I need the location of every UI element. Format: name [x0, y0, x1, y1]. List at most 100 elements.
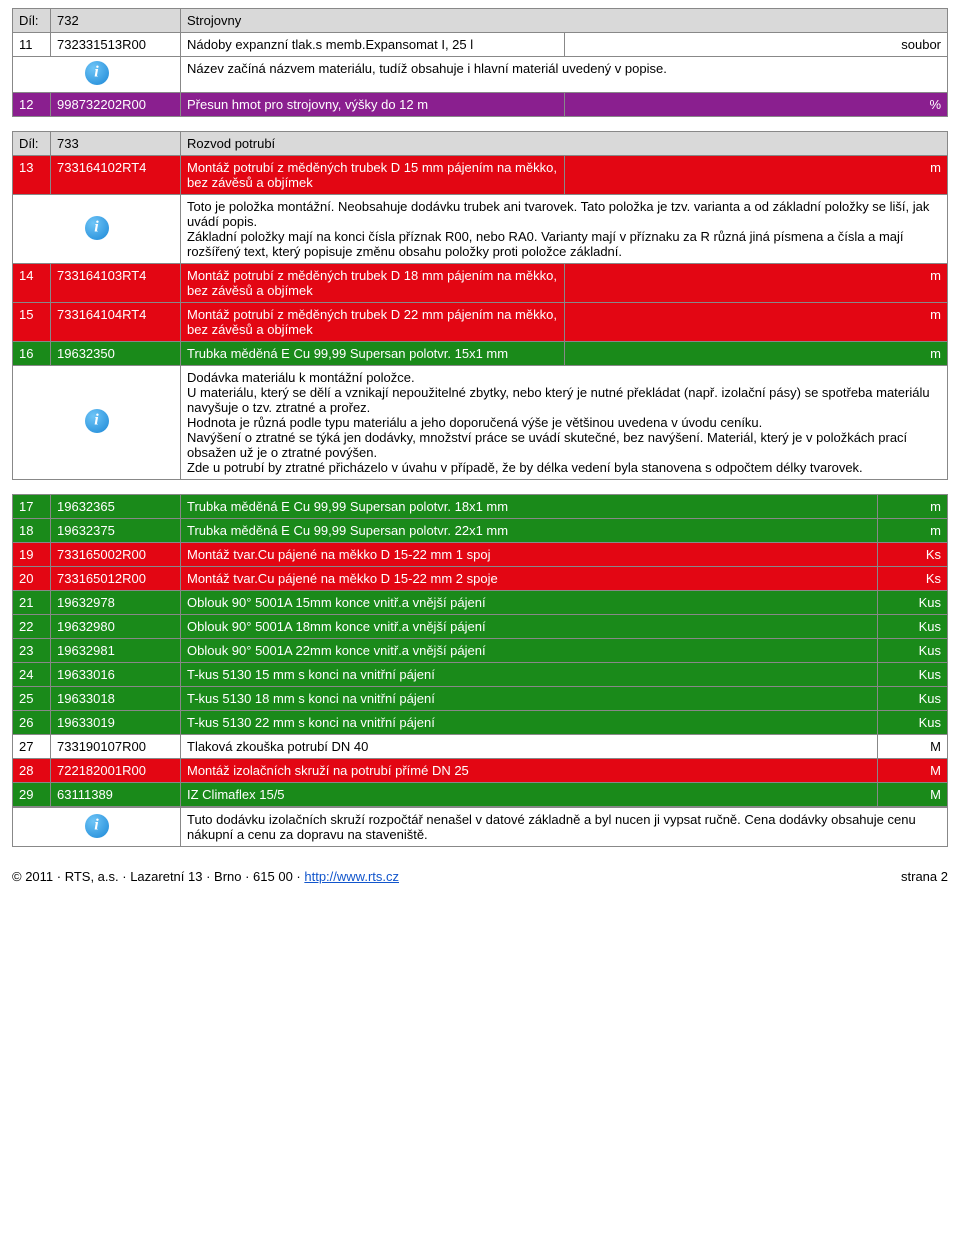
row-code: 733164104RT4	[51, 303, 181, 342]
row-desc: Montáž tvar.Cu pájené na měkko D 15-22 m…	[181, 567, 878, 591]
row-unit: Ks	[878, 567, 948, 591]
row-unit: m	[564, 303, 948, 342]
row-unit: %	[564, 93, 948, 117]
row-unit: m	[878, 495, 948, 519]
info-text: Tuto dodávku izolačních skruží rozpočtář…	[181, 808, 948, 847]
info-icon	[85, 216, 109, 240]
footer-page-number: strana 2	[901, 869, 948, 884]
row-desc: Nádoby expanzní tlak.s memb.Expansomat I…	[181, 33, 565, 57]
row-num: 22	[13, 615, 51, 639]
row-desc: T-kus 5130 18 mm s konci na vnitřní páje…	[181, 687, 878, 711]
row-num: 12	[13, 93, 51, 117]
row-code: 19633016	[51, 663, 181, 687]
info-icon-cell	[13, 57, 181, 93]
section-header: Díl: 732 Strojovny	[13, 9, 948, 33]
row-desc: Oblouk 90° 5001A 18mm konce vnitř.a vněj…	[181, 615, 878, 639]
row-unit: Kus	[878, 639, 948, 663]
row-num: 15	[13, 303, 51, 342]
footer-link[interactable]: http://www.rts.cz	[304, 869, 399, 884]
row-desc: Oblouk 90° 5001A 15mm konce vnitř.a vněj…	[181, 591, 878, 615]
section-732: Díl: 732 Strojovny 11 732331513R00 Nádob…	[12, 8, 948, 117]
dil-title: Rozvod potrubí	[181, 132, 948, 156]
table-row: 2519633018T-kus 5130 18 mm s konci na vn…	[13, 687, 948, 711]
row-unit: Ks	[878, 543, 948, 567]
row-unit: m	[564, 342, 948, 366]
table-row: 2963111389IZ Climaflex 15/5M	[13, 783, 948, 807]
row-code: 19632365	[51, 495, 181, 519]
row-desc: Trubka měděná E Cu 99,99 Supersan polotv…	[181, 495, 878, 519]
row-num: 11	[13, 33, 51, 57]
table-row: 15 733164104RT4 Montáž potrubí z měděnýc…	[13, 303, 948, 342]
row-desc: Oblouk 90° 5001A 22mm konce vnitř.a vněj…	[181, 639, 878, 663]
row-unit: m	[564, 156, 948, 195]
row-unit: Kus	[878, 591, 948, 615]
section-733: Díl: 733 Rozvod potrubí 13 733164102RT4 …	[12, 131, 948, 480]
table-row: 20733165012R00Montáž tvar.Cu pájené na m…	[13, 567, 948, 591]
row-unit: Kus	[878, 615, 948, 639]
table-row: 2619633019T-kus 5130 22 mm s konci na vn…	[13, 711, 948, 735]
row-code: 63111389	[51, 783, 181, 807]
dil-label: Díl:	[13, 132, 51, 156]
info-text: Dodávka materiálu k montážní položce. U …	[181, 366, 948, 480]
row-code: 722182001R00	[51, 759, 181, 783]
row-code: 19632978	[51, 591, 181, 615]
info-icon-cell	[13, 195, 181, 264]
table-row: 1719632365Trubka měděná E Cu 99,99 Super…	[13, 495, 948, 519]
table-row: 28722182001R00Montáž izolačních skruží n…	[13, 759, 948, 783]
row-unit: Kus	[878, 687, 948, 711]
section-header: Díl: 733 Rozvod potrubí	[13, 132, 948, 156]
dil-label: Díl:	[13, 9, 51, 33]
row-unit: Kus	[878, 711, 948, 735]
table-row: 19733165002R00Montáž tvar.Cu pájené na m…	[13, 543, 948, 567]
row-unit: m	[878, 519, 948, 543]
row-num: 28	[13, 759, 51, 783]
footer-left: © 2011 · RTS, a.s. · Lazaretní 13 · Brno…	[12, 869, 399, 884]
row-code: 19632375	[51, 519, 181, 543]
row-desc: Montáž potrubí z měděných trubek D 22 mm…	[181, 303, 565, 342]
row-num: 19	[13, 543, 51, 567]
row-code: 733164102RT4	[51, 156, 181, 195]
row-num: 25	[13, 687, 51, 711]
row-num: 16	[13, 342, 51, 366]
row-code: 998732202R00	[51, 93, 181, 117]
table-row: 2119632978Oblouk 90° 5001A 15mm konce vn…	[13, 591, 948, 615]
dil-number: 733	[51, 132, 181, 156]
page-footer: © 2011 · RTS, a.s. · Lazaretní 13 · Brno…	[12, 869, 948, 884]
row-code: 733164103RT4	[51, 264, 181, 303]
row-desc: Trubka měděná E Cu 99,99 Supersan polotv…	[181, 519, 878, 543]
info-icon	[85, 409, 109, 433]
row-unit: M	[878, 735, 948, 759]
row-unit: soubor	[564, 33, 948, 57]
row-code: 733190107R00	[51, 735, 181, 759]
info-row: Toto je položka montážní. Neobsahuje dod…	[13, 195, 948, 264]
table-row: 2219632980Oblouk 90° 5001A 18mm konce vn…	[13, 615, 948, 639]
row-code: 733165012R00	[51, 567, 181, 591]
row-desc: Tlaková zkouška potrubí DN 40	[181, 735, 878, 759]
row-desc: Montáž potrubí z měděných trubek D 15 mm…	[181, 156, 565, 195]
row-num: 21	[13, 591, 51, 615]
table-row: 27733190107R00Tlaková zkouška potrubí DN…	[13, 735, 948, 759]
row-num: 14	[13, 264, 51, 303]
table-row: 12 998732202R00 Přesun hmot pro strojovn…	[13, 93, 948, 117]
row-desc: Trubka měděná E Cu 99,99 Supersan polotv…	[181, 342, 565, 366]
dil-title: Strojovny	[181, 9, 948, 33]
info-icon-cell	[13, 808, 181, 847]
section-733-continued: 1719632365Trubka měděná E Cu 99,99 Super…	[12, 494, 948, 807]
row-unit: M	[878, 783, 948, 807]
table-row: 2319632981Oblouk 90° 5001A 22mm konce vn…	[13, 639, 948, 663]
row-num: 27	[13, 735, 51, 759]
info-text: Toto je položka montážní. Neobsahuje dod…	[181, 195, 948, 264]
info-icon-cell	[13, 366, 181, 480]
row-code: 19633019	[51, 711, 181, 735]
info-icon	[85, 814, 109, 838]
row-desc: Přesun hmot pro strojovny, výšky do 12 m	[181, 93, 565, 117]
table-row: 16 19632350 Trubka měděná E Cu 99,99 Sup…	[13, 342, 948, 366]
row-num: 18	[13, 519, 51, 543]
info-icon	[85, 61, 109, 85]
row-code: 19632981	[51, 639, 181, 663]
info-row: Dodávka materiálu k montážní položce. U …	[13, 366, 948, 480]
row-num: 24	[13, 663, 51, 687]
info-row: Tuto dodávku izolačních skruží rozpočtář…	[13, 808, 948, 847]
row-unit: m	[564, 264, 948, 303]
row-code: 19633018	[51, 687, 181, 711]
